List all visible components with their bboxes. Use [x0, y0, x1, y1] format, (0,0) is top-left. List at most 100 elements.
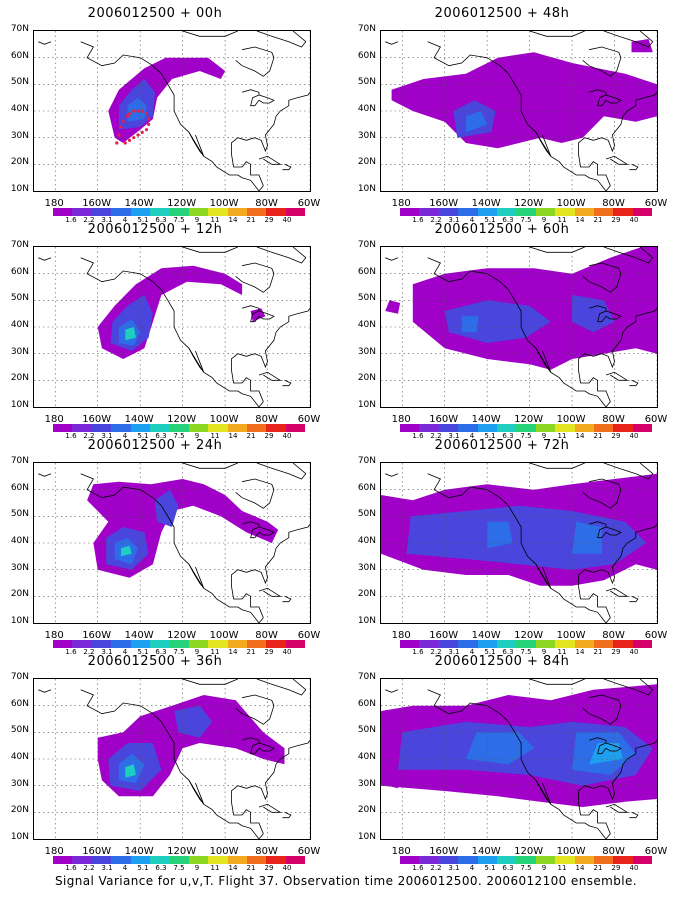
- colorbar-swatch: [438, 640, 459, 648]
- colorbar-tick-label: 11: [210, 432, 220, 440]
- colorbar: [400, 856, 653, 864]
- colorbar: [53, 640, 306, 648]
- latitude-label: 40N: [10, 536, 29, 546]
- longitude-label: 60W: [644, 414, 668, 425]
- variance-contour: [412, 247, 657, 370]
- colorbar-tick-label: 21: [246, 216, 256, 224]
- colorbar-tick-label: 3.1: [448, 216, 460, 224]
- coastline: [535, 780, 552, 805]
- coastline: [188, 348, 205, 373]
- panel-60h: 2006012500 + 60h 70N 60N 50N 40N 30N 20N 10N 18…: [352, 222, 668, 440]
- colorbar-swatch: [555, 208, 575, 216]
- colorbar-swatch: [419, 640, 439, 648]
- coastline: [182, 247, 238, 253]
- coastline: [385, 689, 399, 693]
- latitude-label: 20N: [357, 373, 376, 384]
- observation-point: [115, 141, 119, 145]
- longitude-label: 180: [391, 846, 411, 857]
- variance-contour: [391, 52, 657, 149]
- variance-contour: [465, 732, 534, 765]
- observation-point: [140, 109, 144, 113]
- variance-contour: [127, 97, 147, 122]
- coastline: [80, 41, 260, 191]
- coastline: [258, 155, 282, 165]
- colorbar-tick-label: 2.2: [430, 432, 442, 440]
- latitude-label: 50N: [357, 293, 376, 304]
- colorbar-tick-label: 5.1: [484, 432, 496, 440]
- colorbar-tick-label: 29: [611, 648, 621, 656]
- colorbar-tick-label: 4: [122, 864, 128, 872]
- coastline: [605, 371, 629, 381]
- longitude-label: 120W: [167, 846, 197, 857]
- coastline: [282, 379, 292, 387]
- colorbar-swatch: [419, 208, 439, 216]
- coastline: [529, 31, 585, 37]
- latitude-label: 10N: [10, 616, 29, 626]
- colorbar-tick-label: 14: [575, 432, 585, 440]
- colorbar: [53, 856, 306, 864]
- colorbar-tick-label: 6.3: [502, 216, 514, 224]
- longitude-label: 80W: [602, 630, 625, 641]
- colorbar-swatch: [130, 208, 150, 216]
- colorbar-tick-label: 21: [246, 864, 256, 872]
- observation-point: [123, 141, 127, 145]
- latitude-label: 50N: [357, 77, 376, 88]
- variance-contour: [572, 521, 602, 554]
- longitude-label: 80W: [255, 846, 278, 857]
- coastline: [256, 679, 307, 696]
- colorbar-swatch: [246, 424, 267, 432]
- colorbar-swatch: [535, 208, 556, 216]
- observation-point: [132, 109, 136, 113]
- colorbar: [400, 208, 653, 216]
- latitude-label: 20N: [10, 805, 29, 816]
- colorbar-swatch: [516, 640, 536, 648]
- longitude-label: 140W: [124, 414, 154, 425]
- colorbar-swatch: [227, 424, 247, 432]
- colorbar-tick-label: 29: [611, 216, 621, 224]
- colorbar-tick-label: 11: [557, 864, 567, 872]
- coastline: [578, 92, 657, 191]
- colorbar-tick-label: 11: [210, 864, 220, 872]
- longitude-label: 140W: [471, 630, 501, 641]
- colorbar-tick-label: 7.5: [173, 216, 185, 224]
- coastline: [529, 679, 585, 685]
- map-plot: [33, 462, 311, 624]
- colorbar-tick-label: 2.2: [83, 648, 95, 656]
- colorbar-tick-label: 21: [246, 648, 256, 656]
- latitude-label: 70N: [10, 24, 29, 34]
- longitude-label: 120W: [167, 630, 197, 641]
- colorbar-tick-label: 3.1: [101, 216, 113, 224]
- coastline: [535, 132, 552, 157]
- coastline: [427, 689, 607, 839]
- colorbar-tick-label: 29: [264, 864, 274, 872]
- colorbar-labels: 1.6 2.2 3.1 4 5.1 6.3 7.5 9 11 14 21 29 40: [400, 648, 652, 658]
- coastline: [241, 89, 275, 107]
- colorbar-tick-label: 9: [194, 864, 200, 872]
- colorbar-swatch: [535, 856, 556, 864]
- longitude-label: 180: [44, 846, 64, 857]
- coastline: [282, 595, 292, 603]
- coastline: [182, 463, 238, 469]
- latitude-label: 50N: [10, 509, 29, 520]
- colorbar-tick-label: 1.6: [412, 648, 424, 656]
- latitude-label: 30N: [10, 346, 29, 357]
- colorbar-swatch: [285, 856, 306, 864]
- coastline: [629, 811, 639, 819]
- colorbar-tick-label: 14: [228, 864, 238, 872]
- colorbar-swatch: [72, 856, 92, 864]
- longitude-label: 180: [44, 630, 64, 641]
- colorbar-tick-label: 40: [629, 432, 639, 440]
- longitude-label: 60W: [297, 630, 321, 641]
- coastline: [427, 257, 607, 407]
- coastline: [582, 46, 622, 77]
- latitude-label: 40N: [10, 320, 29, 330]
- latitude-label: 30N: [10, 562, 29, 573]
- coastline: [38, 257, 52, 261]
- coastline: [38, 473, 52, 477]
- coastline: [385, 473, 399, 477]
- latitude-label: 20N: [10, 157, 29, 168]
- colorbar-swatch: [266, 208, 286, 216]
- colorbar-swatch: [516, 856, 536, 864]
- colorbar-labels: 1.6 2.2 3.1 4 5.1 6.3 7.5 9 11 14 21 29 40: [400, 864, 652, 874]
- colorbar-swatch: [632, 424, 653, 432]
